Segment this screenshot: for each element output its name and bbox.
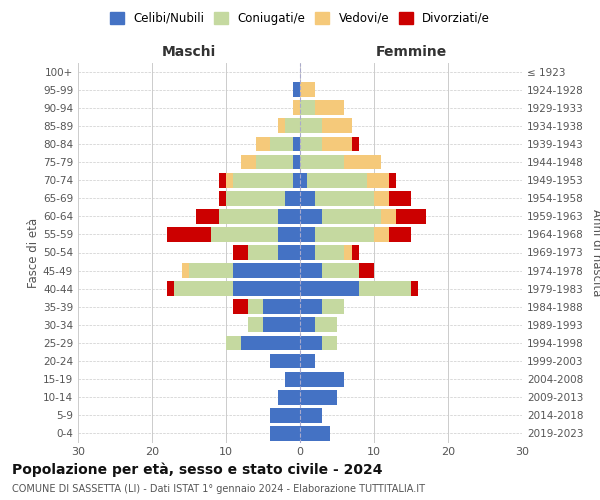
Bar — [248, 318, 263, 332]
Bar — [248, 300, 263, 314]
Bar — [315, 245, 344, 260]
Bar — [359, 282, 411, 296]
Bar — [211, 227, 278, 242]
Bar — [352, 245, 359, 260]
Bar — [278, 209, 300, 224]
Bar — [233, 300, 248, 314]
Bar — [263, 318, 300, 332]
Bar — [271, 426, 300, 441]
Bar — [389, 227, 411, 242]
Bar — [256, 154, 293, 170]
Bar — [322, 136, 352, 152]
Bar — [278, 390, 300, 404]
Bar — [293, 100, 300, 115]
Bar — [233, 282, 300, 296]
Bar — [322, 336, 337, 350]
Bar — [300, 336, 322, 350]
Bar — [174, 282, 233, 296]
Bar — [359, 263, 374, 278]
Bar — [189, 263, 233, 278]
Text: Femmine: Femmine — [376, 45, 446, 59]
Bar — [315, 227, 374, 242]
Bar — [322, 118, 352, 134]
Bar — [300, 172, 307, 188]
Bar — [344, 154, 382, 170]
Bar — [167, 282, 174, 296]
Bar — [248, 245, 278, 260]
Bar — [285, 372, 300, 386]
Y-axis label: Anni di nascita: Anni di nascita — [590, 209, 600, 296]
Bar — [271, 354, 300, 368]
Bar — [218, 172, 226, 188]
Text: COMUNE DI SASSETTA (LI) - Dati ISTAT 1° gennaio 2024 - Elaborazione TUTTITALIA.I: COMUNE DI SASSETTA (LI) - Dati ISTAT 1° … — [12, 484, 425, 494]
Bar — [300, 209, 322, 224]
Bar — [411, 282, 418, 296]
Bar — [241, 154, 256, 170]
Bar — [271, 408, 300, 423]
Bar — [374, 191, 389, 206]
Bar — [352, 136, 359, 152]
Bar — [196, 209, 218, 224]
Bar — [182, 263, 189, 278]
Bar — [315, 318, 337, 332]
Bar — [300, 227, 315, 242]
Bar — [285, 191, 300, 206]
Bar — [241, 336, 300, 350]
Bar — [300, 154, 344, 170]
Bar — [293, 136, 300, 152]
Bar — [300, 82, 315, 97]
Bar — [293, 154, 300, 170]
Bar — [300, 354, 315, 368]
Bar — [300, 263, 322, 278]
Bar — [278, 245, 300, 260]
Bar — [263, 300, 300, 314]
Bar — [300, 136, 322, 152]
Bar — [300, 118, 322, 134]
Bar — [367, 172, 389, 188]
Bar — [300, 282, 359, 296]
Bar — [396, 209, 426, 224]
Bar — [300, 100, 315, 115]
Bar — [300, 245, 315, 260]
Bar — [315, 191, 374, 206]
Y-axis label: Fasce di età: Fasce di età — [27, 218, 40, 288]
Text: Popolazione per età, sesso e stato civile - 2024: Popolazione per età, sesso e stato civil… — [12, 462, 383, 477]
Bar — [300, 300, 322, 314]
Bar — [322, 209, 382, 224]
Bar — [300, 408, 322, 423]
Bar — [285, 118, 300, 134]
Bar — [233, 263, 300, 278]
Bar — [315, 100, 344, 115]
Bar — [226, 336, 241, 350]
Bar — [300, 372, 344, 386]
Bar — [300, 390, 337, 404]
Bar — [307, 172, 367, 188]
Bar — [218, 209, 278, 224]
Bar — [322, 300, 344, 314]
Bar — [226, 191, 285, 206]
Bar — [382, 209, 396, 224]
Bar — [389, 191, 411, 206]
Bar — [374, 227, 389, 242]
Bar — [293, 172, 300, 188]
Bar — [256, 136, 271, 152]
Bar — [278, 118, 285, 134]
Bar — [300, 426, 329, 441]
Bar — [389, 172, 396, 188]
Bar — [233, 172, 293, 188]
Bar — [322, 263, 359, 278]
Bar — [218, 191, 226, 206]
Bar — [300, 191, 315, 206]
Bar — [344, 245, 352, 260]
Bar — [278, 227, 300, 242]
Text: Maschi: Maschi — [162, 45, 216, 59]
Bar — [300, 318, 315, 332]
Bar — [167, 227, 211, 242]
Bar — [271, 136, 293, 152]
Legend: Celibi/Nubili, Coniugati/e, Vedovi/e, Divorziati/e: Celibi/Nubili, Coniugati/e, Vedovi/e, Di… — [107, 10, 493, 28]
Bar — [233, 245, 248, 260]
Bar — [293, 82, 300, 97]
Bar — [226, 172, 233, 188]
